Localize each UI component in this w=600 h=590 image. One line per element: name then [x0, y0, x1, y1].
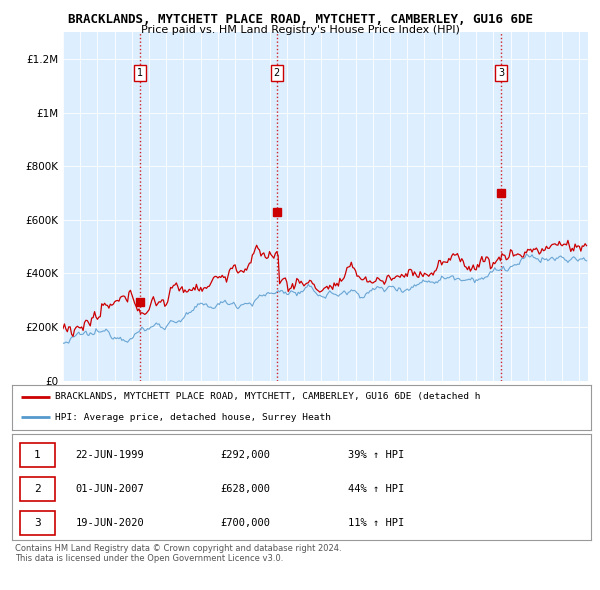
- Text: 22-JUN-1999: 22-JUN-1999: [76, 450, 145, 460]
- Text: 3: 3: [34, 518, 41, 528]
- Text: £700,000: £700,000: [220, 518, 271, 528]
- Text: 19-JUN-2020: 19-JUN-2020: [76, 518, 145, 528]
- Text: 1: 1: [34, 450, 41, 460]
- FancyBboxPatch shape: [20, 510, 55, 535]
- Text: 44% ↑ HPI: 44% ↑ HPI: [348, 484, 404, 494]
- FancyBboxPatch shape: [20, 477, 55, 501]
- Text: 11% ↑ HPI: 11% ↑ HPI: [348, 518, 404, 528]
- Text: Contains HM Land Registry data © Crown copyright and database right 2024.
This d: Contains HM Land Registry data © Crown c…: [15, 544, 341, 563]
- Text: BRACKLANDS, MYTCHETT PLACE ROAD, MYTCHETT, CAMBERLEY, GU16 6DE: BRACKLANDS, MYTCHETT PLACE ROAD, MYTCHET…: [67, 13, 533, 26]
- Text: 1: 1: [137, 68, 143, 78]
- Text: BRACKLANDS, MYTCHETT PLACE ROAD, MYTCHETT, CAMBERLEY, GU16 6DE (detached h: BRACKLANDS, MYTCHETT PLACE ROAD, MYTCHET…: [55, 392, 481, 401]
- Text: 39% ↑ HPI: 39% ↑ HPI: [348, 450, 404, 460]
- Text: £292,000: £292,000: [220, 450, 271, 460]
- Text: 3: 3: [499, 68, 505, 78]
- Text: HPI: Average price, detached house, Surrey Heath: HPI: Average price, detached house, Surr…: [55, 413, 331, 422]
- Text: Price paid vs. HM Land Registry's House Price Index (HPI): Price paid vs. HM Land Registry's House …: [140, 25, 460, 35]
- FancyBboxPatch shape: [20, 442, 55, 467]
- Text: 2: 2: [34, 484, 41, 494]
- Text: 01-JUN-2007: 01-JUN-2007: [76, 484, 145, 494]
- Text: £628,000: £628,000: [220, 484, 271, 494]
- Text: 2: 2: [274, 68, 280, 78]
